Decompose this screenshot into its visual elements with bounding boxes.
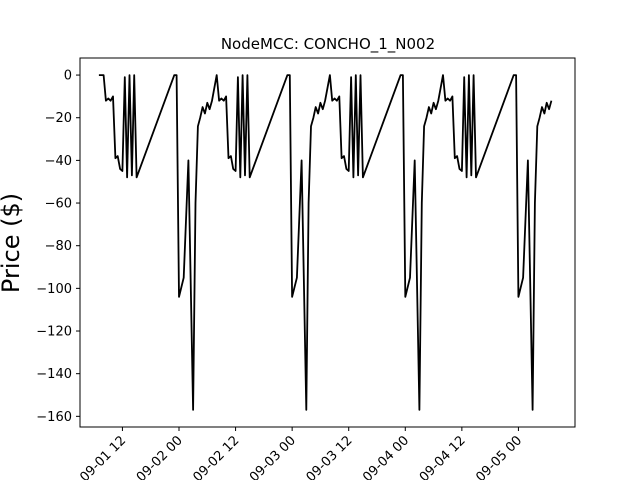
y-axis-label: Price ($): [0, 193, 25, 293]
x-tick-label: 09-04 12: [417, 433, 469, 480]
y-tick-label: −60: [45, 197, 72, 212]
y-tick-label: −80: [45, 239, 72, 254]
y-tick-label: −20: [45, 111, 72, 126]
x-tick-label: 09-05 00: [473, 433, 525, 480]
chart-title: NodeMCC: CONCHO_1_N002: [221, 35, 435, 54]
x-tick-label: 09-03 12: [304, 433, 356, 480]
x-axis-ticks: 09-01 12 09-02 00 09-02 12 09-03 00 09-03 12…: [77, 427, 525, 480]
y-tick-label: −40: [45, 154, 72, 169]
price-series-line: [98, 74, 553, 411]
x-tick-label: 09-03 00: [247, 433, 299, 480]
x-tick-label: 09-04 00: [360, 433, 412, 480]
plot-area-frame: [79, 57, 576, 428]
y-tick-label: −120: [36, 325, 72, 340]
y-tick-label: −100: [36, 282, 72, 297]
x-tick-label: 09-02 00: [134, 433, 186, 480]
y-tick-label: −140: [36, 367, 72, 382]
x-tick-label: 09-01 12: [77, 433, 129, 480]
y-axis-ticks: 0 −20 −40 −60 −80 −100 −120 −140 −160: [36, 69, 80, 425]
x-tick-label: 09-02 12: [190, 433, 242, 480]
y-tick-label: 0: [64, 69, 72, 84]
y-tick-label: −160: [36, 410, 72, 425]
